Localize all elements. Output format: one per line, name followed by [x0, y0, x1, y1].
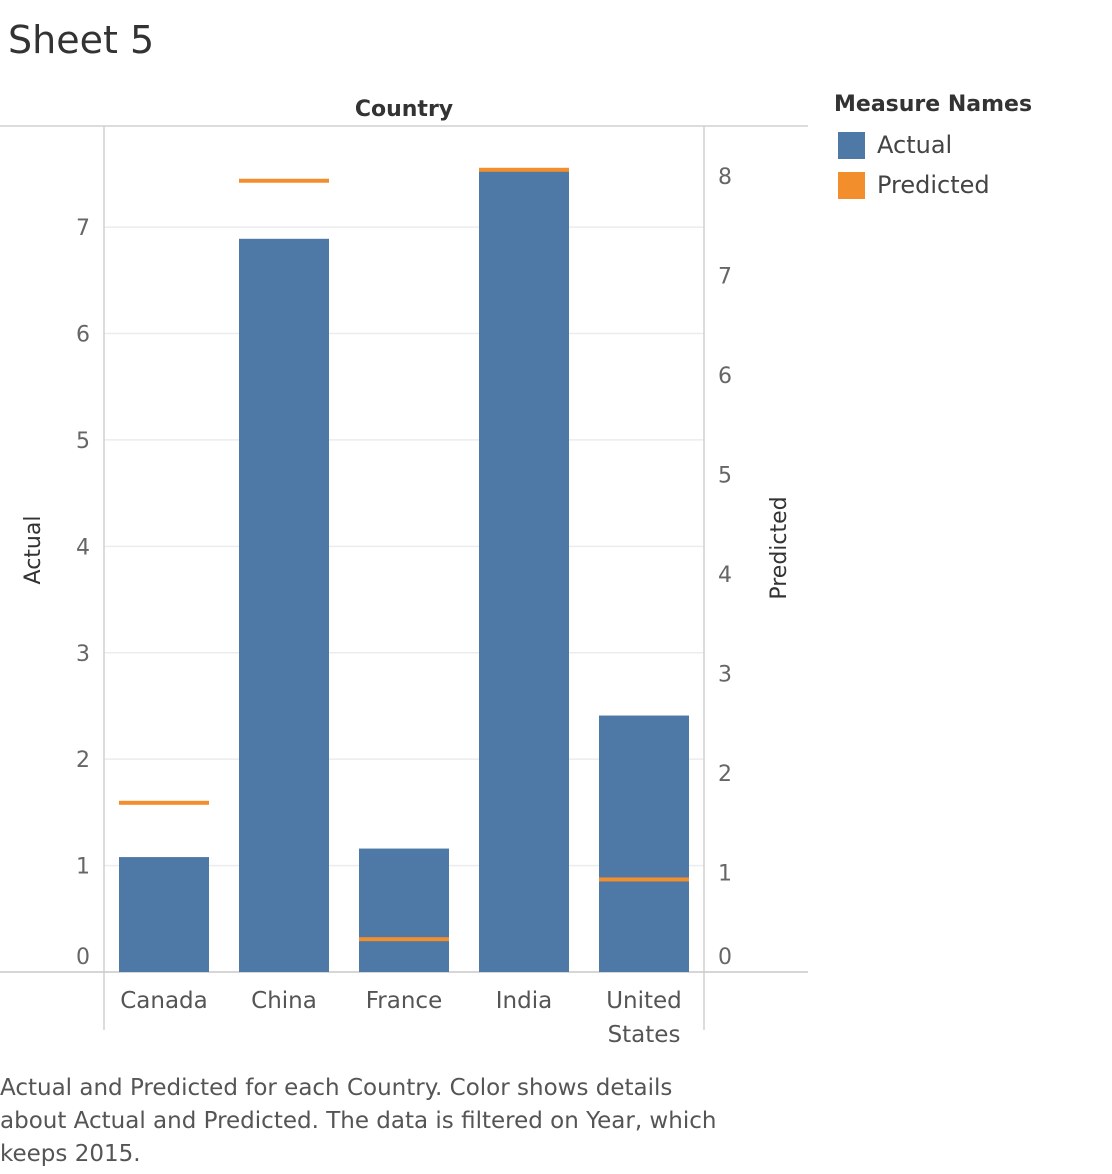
- caption: Actual and Predicted for each Country. C…: [0, 1075, 717, 1167]
- tick-predicted: [239, 178, 329, 183]
- sheet-title: Sheet 5: [8, 18, 155, 62]
- legend-item-actual[interactable]: Actual: [834, 125, 1032, 165]
- x-tick-label: China: [251, 988, 317, 1014]
- tick-predicted: [119, 800, 209, 805]
- y-right-tick-label: 4: [718, 563, 732, 588]
- x-tick-label: States: [608, 1022, 681, 1048]
- y-right-tick-label: 2: [718, 762, 732, 787]
- y-left-tick-label: 4: [76, 535, 90, 560]
- tick-predicted: [479, 167, 569, 172]
- y-left-tick-label: 7: [76, 216, 90, 241]
- y-left-tick-label: 1: [76, 855, 90, 880]
- bar-actual: [119, 857, 209, 972]
- bar-actual: [359, 848, 449, 972]
- y-right-tick-label: 1: [718, 861, 732, 886]
- y-right-tick-label: 0: [718, 945, 732, 970]
- legend-item-predicted[interactable]: Predicted: [834, 165, 1032, 205]
- y-right-tick-label: 8: [718, 165, 732, 190]
- y-left-tick-label: 3: [76, 642, 90, 667]
- bar-actual: [599, 715, 689, 972]
- y-left-tick-label: 2: [76, 748, 90, 773]
- legend-label-predicted: Predicted: [877, 171, 990, 199]
- legend: Measure Names Actual Predicted: [834, 92, 1032, 205]
- legend-swatch-actual: [838, 131, 865, 159]
- y-right-tick-label: 3: [718, 662, 732, 687]
- y-left-tick-label: 5: [76, 429, 90, 454]
- y-right-tick-label: 6: [718, 364, 732, 389]
- column-header: Country: [355, 97, 453, 122]
- y-left-axis-label: Actual: [21, 516, 46, 585]
- y-left-tick-label: 0: [76, 945, 90, 970]
- tick-predicted: [359, 937, 449, 942]
- bar-actual: [479, 169, 569, 972]
- tick-predicted: [599, 877, 689, 882]
- legend-swatch-predicted: [838, 171, 865, 199]
- x-tick-label: Canada: [120, 988, 208, 1014]
- y-right-tick-label: 7: [718, 264, 732, 289]
- x-tick-label: France: [366, 988, 442, 1014]
- bar-actual: [239, 238, 329, 973]
- x-tick-label: United: [606, 988, 682, 1014]
- legend-title: Measure Names: [834, 92, 1033, 117]
- y-right-axis-label: Predicted: [767, 496, 792, 599]
- y-right-tick-label: 5: [718, 463, 732, 488]
- x-tick-label: India: [496, 988, 552, 1014]
- legend-label-actual: Actual: [877, 131, 953, 159]
- y-left-tick-label: 6: [76, 323, 90, 348]
